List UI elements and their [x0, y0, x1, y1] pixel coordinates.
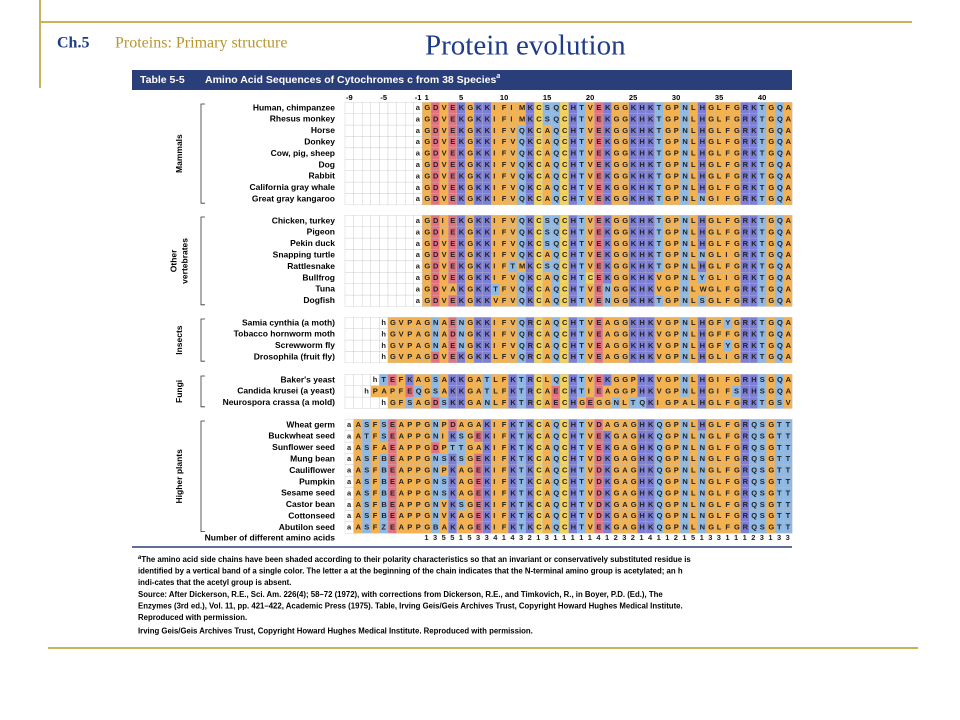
caption-note: a — [496, 73, 500, 80]
column-number: 15 — [543, 93, 551, 102]
species-name: Screwworm fly — [275, 340, 335, 350]
species-name: Neurospora crassa (a mold) — [223, 397, 336, 407]
species-name: Abutilon seed — [279, 522, 335, 532]
species-name: Snapping turtle — [273, 249, 336, 259]
species-name: Wheat germ — [286, 419, 335, 429]
group-bracket — [200, 103, 205, 204]
table-label: Table 5-5 — [140, 74, 185, 86]
species-name: Samia cynthia (a moth) — [242, 317, 335, 327]
species-name: Dog — [318, 159, 335, 169]
column-number: 40 — [758, 93, 766, 102]
column-number: 10 — [500, 93, 508, 102]
species-name: California gray whale — [250, 182, 336, 192]
footnote-mark: a — [138, 555, 142, 561]
species-name: Sunflower seed — [272, 442, 335, 452]
species-name: Cauliflower — [289, 465, 336, 475]
group-label: vertebrates — [180, 238, 190, 284]
group-label: Fungi — [174, 380, 184, 403]
species-name: Rabbit — [309, 171, 336, 181]
chapter: Ch.5 — [57, 35, 89, 52]
species-name: Mung bean — [290, 453, 335, 463]
footnote: aThe amino acid side chains have been sh… — [138, 555, 691, 564]
group-label: Mammals — [174, 134, 184, 173]
residue-cell — [783, 193, 793, 206]
species-name: Pigeon — [307, 227, 335, 237]
column-number: 5 — [459, 93, 463, 102]
footnote-text: Enzymes (3rd ed.), Vol. 11, pp. 421–422,… — [138, 601, 683, 610]
footnote-text: Irving Geis/Geis Archives Trust, Copyrig… — [138, 627, 533, 636]
group-label: Higher plants — [174, 449, 184, 504]
species-name: Drosophila (fruit fly) — [254, 351, 335, 361]
residue-cell — [783, 294, 793, 307]
group-label: Other — [169, 249, 179, 272]
species-name: Cottonseed — [288, 510, 335, 520]
species-name: Pumpkin — [299, 476, 335, 486]
column-number: 1 — [425, 93, 429, 102]
footnote: indi-cates that the acetyl group is abse… — [138, 578, 291, 587]
footnote: Enzymes (3rd ed.), Vol. 11, pp. 421–422,… — [138, 601, 683, 610]
counts: 1355153341432131111141232141121513311123… — [347, 533, 790, 542]
residue-cell — [783, 396, 793, 409]
species-name: Sesame seed — [281, 488, 335, 498]
footnote: Source: After Dickerson, R.E., Sci. Am. … — [138, 590, 663, 599]
group-bracket — [200, 375, 205, 408]
species-name: Chicken, turkey — [272, 215, 336, 225]
footnote: Irving Geis/Geis Archives Trust, Copyrig… — [138, 627, 533, 636]
footnote: identified by a vertical band of a singl… — [138, 567, 683, 576]
footnote-text: Reproduced with permission. — [138, 613, 247, 622]
species-name: Dogfish — [303, 295, 335, 305]
species-name: Cow, pig, sheep — [271, 148, 335, 158]
species-name: Baker's yeast — [281, 374, 336, 384]
column-number: 35 — [715, 93, 723, 102]
species-name: Bullfrog — [302, 272, 335, 282]
species-name: Castor bean — [286, 499, 335, 509]
column-number: 25 — [629, 93, 637, 102]
species-name: Rattlesnake — [287, 261, 335, 271]
species-name: Tuna — [315, 284, 335, 294]
column-number: 20 — [586, 93, 594, 102]
species-name: Candida krusei (a yeast) — [237, 386, 335, 396]
footnote-text: Source: After Dickerson, R.E., Sci. Am. … — [138, 590, 663, 599]
species-name: Great gray kangaroo — [252, 193, 335, 203]
species-name: Donkey — [304, 136, 335, 146]
count-label: Number of different amino acids — [205, 532, 336, 542]
species-name: Pekin duck — [290, 238, 335, 248]
group-bracket — [200, 216, 205, 306]
residue-cell — [783, 521, 793, 534]
caption-text: Amino Acid Sequences of Cytochromes c fr… — [205, 74, 497, 86]
table-caption: Amino Acid Sequences of Cytochromes c fr… — [205, 73, 500, 86]
subtitle: Proteins: Primary structure — [115, 35, 287, 52]
footnote: Reproduced with permission. — [138, 613, 247, 622]
footnote-text: The amino acid side chains have been sha… — [141, 555, 691, 564]
residue-cell — [783, 351, 793, 364]
species-name: Rhesus monkey — [270, 114, 335, 124]
group-label: Insects — [174, 325, 184, 355]
footnote-text: indi-cates that the acetyl group is abse… — [138, 578, 291, 587]
column-number: -1 — [415, 93, 422, 102]
column-number: -5 — [380, 93, 387, 102]
group-bracket — [200, 420, 205, 532]
group-bracket — [200, 318, 205, 362]
species-name: Tobacco hornworm moth — [234, 329, 335, 339]
column-number: -9 — [346, 93, 353, 102]
footnote-text: identified by a vertical band of a singl… — [138, 567, 683, 576]
species-name: Human, chimpanzee — [253, 102, 335, 112]
title: Protein evolution — [425, 30, 626, 62]
table-header-bar — [132, 70, 792, 90]
column-number: 30 — [672, 93, 680, 102]
species-name: Horse — [311, 125, 335, 135]
species-name: Buckwheat seed — [268, 431, 335, 441]
